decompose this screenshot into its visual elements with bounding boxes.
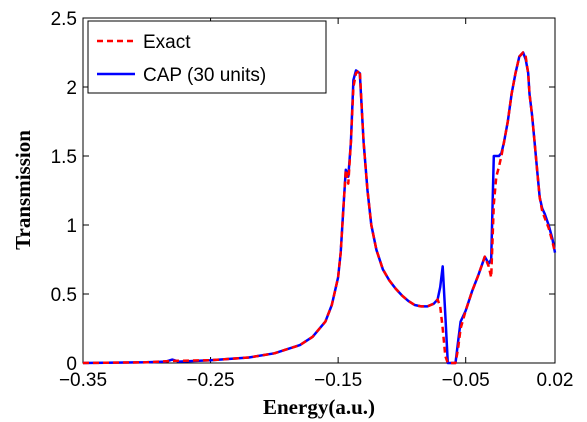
legend-label-cap: CAP (30 units) bbox=[143, 65, 266, 86]
legend: Exact CAP (30 units) bbox=[87, 20, 327, 94]
y-tick-label: 2 bbox=[66, 78, 77, 99]
legend-label-exact: Exact bbox=[143, 32, 191, 53]
y-tick-label: 1 bbox=[66, 216, 77, 237]
x-tick-label: −0.15 bbox=[314, 370, 362, 391]
legend-box bbox=[87, 20, 327, 94]
series-layer bbox=[82, 51, 557, 365]
y-tick-label: 0.5 bbox=[51, 285, 77, 306]
x-tick-label: 0.02 bbox=[537, 370, 574, 391]
x-axis-label: Energy(a.u.) bbox=[263, 395, 375, 419]
x-tick-label: −0.25 bbox=[187, 370, 235, 391]
x-tick-label: −0.05 bbox=[442, 370, 490, 391]
y-tick-label: 2.5 bbox=[51, 9, 77, 30]
series-line-exact bbox=[82, 51, 557, 365]
y-tick-label: 1.5 bbox=[51, 147, 77, 168]
x-axis: −0.35 −0.25 −0.15 −0.05 0.02 bbox=[59, 18, 574, 391]
y-axis-label: Transmission bbox=[11, 130, 35, 250]
x-tick-label: −0.35 bbox=[59, 370, 107, 391]
y-tick-label: 0 bbox=[66, 354, 77, 375]
